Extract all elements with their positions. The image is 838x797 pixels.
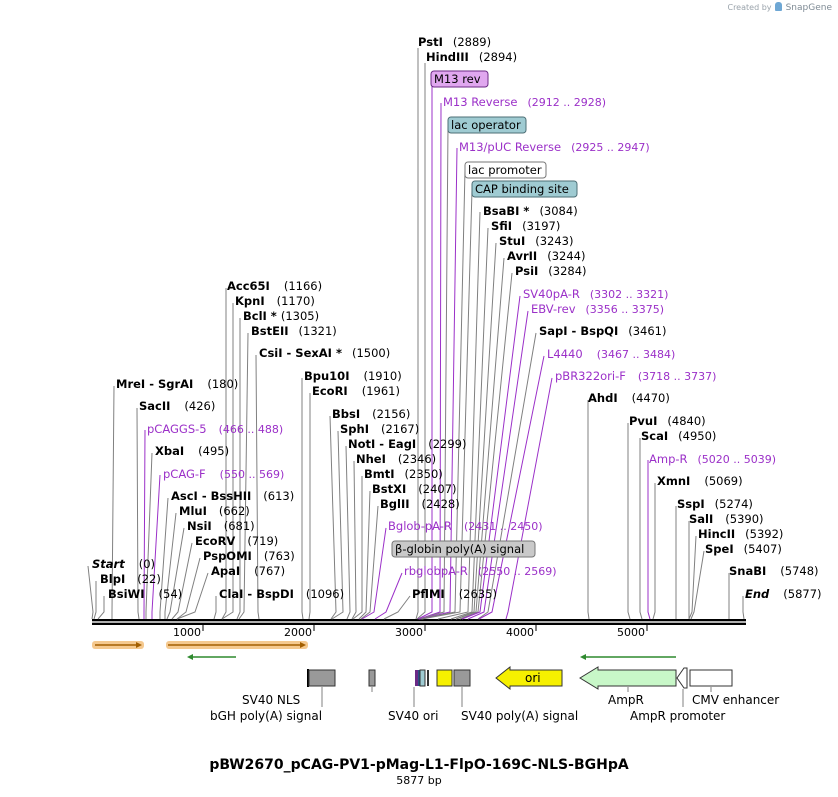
plasmid-title: pBW2670_pCAG-PV1-pMag-L1-FlpO-169C-NLS-B…	[209, 757, 629, 773]
label-bsiwi: BsiWI (54)	[108, 587, 182, 601]
label-nsii: NsiI (681)	[187, 519, 255, 533]
ruler-tick-1000: 1000	[173, 626, 201, 639]
ruler-tick-2000: 2000	[284, 626, 312, 639]
label-rbglobpa-r: rbglobpA-R (2550 .. 2569)	[404, 564, 556, 578]
label-apai: ApaI (767)	[211, 564, 285, 578]
ruler-tick-3000: 3000	[395, 626, 423, 639]
label-ahdi: AhdI (4470)	[588, 391, 670, 405]
label-hincii: HincII (5392)	[698, 527, 783, 541]
label-pflmi: PflMI (2635)	[412, 587, 497, 601]
ruler: 1000 2000 3000 4000 5000	[173, 625, 648, 639]
label-noti-eagi: NotI - EagI (2299)	[348, 437, 466, 451]
label-scai: ScaI (4950)	[641, 429, 716, 443]
label-mrei-sgrai: MreI - SgrAI (180)	[116, 377, 238, 391]
feature-label-boxes	[391, 70, 578, 558]
label-snabi: SnaBI (5748)	[729, 564, 819, 578]
ruler-tick-4000: 4000	[506, 626, 534, 639]
label-m13-reverse: M13 Reverse (2912 .. 2928)	[443, 95, 606, 109]
label-ecori: EcoRI (1961)	[312, 384, 400, 398]
label-psti: PstI (2889)	[418, 35, 491, 49]
label-pspomi: PspOMI (763)	[203, 549, 295, 563]
plasmid-length: 5877 bp	[396, 774, 442, 787]
label-bsteii: BstEII (1321)	[251, 324, 337, 338]
label-bbsi: BbsI (2156)	[332, 407, 410, 421]
label-sali: SalI (5390)	[689, 512, 764, 526]
label-sfii: SfiI (3197)	[491, 219, 560, 233]
snapgene-brand: SnapGene	[785, 3, 832, 13]
label-end: End (5877)	[745, 587, 822, 601]
feature-cmv-enhancer: CMV enhancer	[692, 693, 779, 707]
feature-sv40-nls: SV40 NLS	[242, 693, 300, 707]
label-pcag-f: pCAG-F (550 .. 569)	[163, 467, 284, 481]
label-cap-binding-site: CAP binding site	[475, 182, 569, 196]
label-xmni: XmnI (5069)	[657, 474, 743, 488]
label-sv40pa-r: SV40pA-R (3302 .. 3321)	[523, 287, 668, 301]
label-nhei: NheI (2346)	[356, 452, 436, 466]
label-bmti: BmtI (2350)	[364, 467, 443, 481]
feature-labels: SV40 NLS bGH poly(A) signal SV40 ori SV4…	[210, 693, 779, 723]
label-asci-bsshii: AscI - BssHII (613)	[171, 489, 294, 503]
label-clai-bspdi: ClaI - BspDI (1096)	[219, 587, 344, 601]
site-labels: PstI (2889) HindIII (2894) M13 rev M13 Rev…	[92, 35, 822, 601]
label-sspi: SspI (5274)	[677, 497, 753, 511]
label-beta-globin-polya: β-globin poly(A) signal	[395, 542, 524, 556]
label-stui: StuI (3243)	[499, 234, 574, 248]
label-psii: PsiI (3284)	[515, 264, 587, 278]
feature-ampr: AmpR	[608, 693, 644, 707]
feature-sv40-ori: SV40 ori	[388, 709, 439, 723]
label-blpi: BlpI (22)	[100, 572, 161, 586]
label-lac-operator: lac operator	[451, 118, 521, 132]
label-pbr322ori-f: pBR322ori-F (3718 .. 3737)	[555, 369, 716, 383]
label-sapi-bspqi: SapI - BspQI (3461)	[539, 324, 666, 338]
ori-label: ori	[525, 671, 541, 685]
primer-arrows	[92, 641, 676, 660]
label-amp-r: Amp-R (5020 .. 5039)	[649, 452, 776, 466]
label-bglii: BglII (2428)	[380, 497, 460, 511]
feature-ampr-promoter: AmpR promoter	[630, 709, 725, 723]
ruler-tick-5000: 5000	[617, 626, 645, 639]
label-pcaggs-5: pCAGGS-5 (466 .. 488)	[147, 422, 283, 436]
label-ebv-rev: EBV-rev (3356 .. 3375)	[531, 302, 664, 316]
label-bsabi: BsaBI * (3084)	[483, 204, 578, 218]
label-pvui: PvuI (4840)	[629, 414, 706, 428]
label-bcli: BclI * (1305)	[243, 309, 319, 323]
label-l4440: L4440 (3467 .. 3484)	[547, 347, 675, 361]
label-hindiii: HindIII (2894)	[426, 50, 517, 64]
feature-bgh-polya: bGH poly(A) signal	[210, 709, 322, 723]
snapgene-credit: Created by SnapGene	[727, 2, 832, 13]
label-mlui: MluI (662)	[179, 504, 250, 518]
label-xbai: XbaI (495)	[155, 444, 229, 458]
label-m13-rev: M13 rev	[434, 72, 481, 86]
connector-lines	[87, 48, 745, 620]
feature-sv40-polya: SV40 poly(A) signal	[461, 709, 578, 723]
label-csii-sexai: CsiI - SexAI * (1500)	[259, 346, 390, 360]
backbone	[92, 619, 746, 625]
label-bglob-pa-r: Bglob-pA-R (2431 .. 2450)	[388, 519, 543, 533]
created-by-text: Created by	[727, 3, 772, 12]
label-sacii: SacII (426)	[139, 399, 215, 413]
label-lac-promoter: lac promoter	[468, 163, 542, 177]
feature-leader-lines	[321, 687, 712, 707]
label-avrii: AvrII (3244)	[507, 249, 585, 263]
label-ecorv: EcoRV (719)	[195, 534, 278, 548]
label-spei: SpeI (5407)	[705, 542, 782, 556]
label-sphi: SphI (2167)	[340, 422, 419, 436]
snapgene-logo-icon	[775, 2, 783, 11]
features: ori	[307, 665, 733, 691]
label-start: Start (0)	[92, 557, 155, 571]
label-bpu10i: Bpu10I (1910)	[304, 369, 402, 383]
label-m13-puc-reverse: M13/pUC Reverse (2925 .. 2947)	[459, 140, 650, 154]
label-kpni: KpnI (1170)	[235, 294, 315, 308]
label-bstxi: BstXI (2407)	[372, 482, 457, 496]
label-acc65i: Acc65I (1166)	[227, 279, 322, 293]
